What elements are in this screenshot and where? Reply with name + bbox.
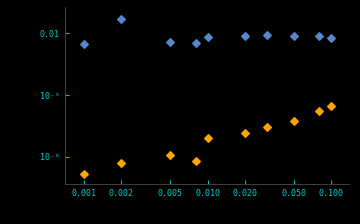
Point	[81, 43, 87, 46]
Point	[193, 160, 198, 163]
Point	[167, 40, 173, 43]
Point	[193, 41, 198, 45]
Point	[167, 153, 173, 157]
Point	[291, 34, 297, 38]
Point	[328, 104, 334, 108]
Point	[242, 34, 248, 38]
Point	[316, 34, 322, 38]
Point	[316, 109, 322, 112]
Point	[291, 119, 297, 123]
Point	[205, 36, 211, 39]
Point	[205, 137, 211, 140]
Point	[242, 131, 248, 135]
Point	[118, 17, 124, 21]
Point	[81, 172, 87, 176]
Point	[328, 36, 334, 40]
Point	[264, 125, 269, 129]
Point	[264, 33, 269, 37]
Point	[118, 161, 124, 165]
